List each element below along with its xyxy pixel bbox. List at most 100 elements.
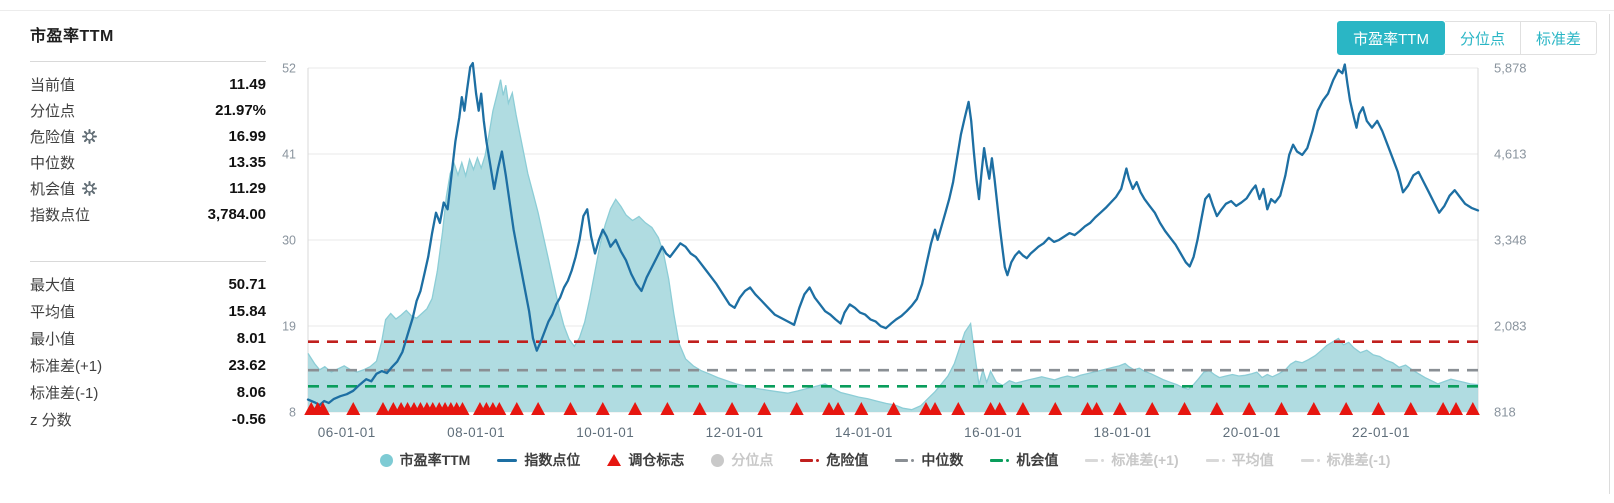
y-axis-right-label: 3,348 xyxy=(1494,233,1527,248)
legend-item-label: 调仓标志 xyxy=(628,452,685,468)
stat-value: 11.49 xyxy=(229,75,266,93)
percentile-legend-marker-icon xyxy=(711,453,725,467)
legend-item-median[interactable]: 中位数 xyxy=(895,450,963,470)
rebalance-marker-icon xyxy=(822,402,837,415)
legend-item-std_minus[interactable]: 标准差(-1) xyxy=(1300,450,1390,470)
pe-area-series xyxy=(308,79,1478,412)
y-axis-left-label: 52 xyxy=(282,62,296,76)
x-axis-label: 16-01-01 xyxy=(964,425,1022,440)
pe-legend-marker-icon xyxy=(379,453,393,467)
x-axis-label: 18-01-01 xyxy=(1093,425,1151,440)
stats-panel: 市盈率TTM 当前值 11.49 分位点 21.97% 危险值 xyxy=(30,22,266,433)
stat-row-min: 最小值 8.01 xyxy=(30,325,266,352)
stat-value: 16.99 xyxy=(228,127,266,145)
stat-label: 标准差(+1) xyxy=(30,358,103,375)
rebalance-marker-icon xyxy=(595,402,610,415)
stat-row-opportunity: 机会值 11.29 xyxy=(30,175,266,201)
rebalance-marker-icon xyxy=(455,402,470,415)
rebalance-marker-icon xyxy=(1080,402,1095,415)
rebalance-marker-icon xyxy=(628,402,643,415)
legend-item-opportunity[interactable]: 机会值 xyxy=(990,450,1058,470)
legend-item-std_plus[interactable]: 标准差(+1) xyxy=(1085,450,1179,470)
stat-value: 13.35 xyxy=(228,153,266,171)
x-axis-label: 20-01-01 xyxy=(1223,425,1281,440)
stat-row-mean: 平均值 15.84 xyxy=(30,298,266,325)
rebalance-marker-icon xyxy=(1371,402,1386,415)
rebalance-marker-icon xyxy=(983,402,998,415)
legend-item-danger[interactable]: 危险值 xyxy=(800,450,868,470)
legend-item-label: 市盈率TTM xyxy=(399,452,471,468)
std_plus-legend-marker-icon xyxy=(1085,458,1105,462)
x-axis-label: 22-01-01 xyxy=(1352,425,1410,440)
rebalance-marker-icon xyxy=(918,402,933,415)
stats-primary-list: 当前值 11.49 分位点 21.97% 危险值 xyxy=(30,71,266,227)
stat-row-current: 当前值 11.49 xyxy=(30,71,266,97)
x-axis-label: 08-01-01 xyxy=(447,425,505,440)
legend-item-percentile[interactable]: 分位点 xyxy=(711,450,773,470)
rebalance-marker-icon xyxy=(1449,402,1464,415)
rebalance-marker-icon xyxy=(789,402,804,415)
y-axis-left-label: 8 xyxy=(289,406,296,420)
gear-icon[interactable] xyxy=(82,180,97,196)
stat-label: z 分数 xyxy=(30,412,72,429)
rebalance-marker-icon xyxy=(692,402,707,415)
rebalance-marker-icon xyxy=(1145,402,1160,415)
stat-label: 最大值 xyxy=(30,277,76,294)
pe-area-edge xyxy=(307,79,1479,411)
stat-row-median: 中位数 13.35 xyxy=(30,149,266,175)
rebalance-marker-icon xyxy=(531,402,546,415)
legend-item-rebalance[interactable]: 调仓标志 xyxy=(607,450,684,470)
tab-pe-ttm[interactable]: 市盈率TTM xyxy=(1337,21,1445,55)
rebalance-marker-icon xyxy=(1089,402,1104,415)
stat-row-std-plus: 标准差(+1) 23.62 xyxy=(30,352,266,379)
stat-value: 8.06 xyxy=(236,384,266,401)
index-line-series xyxy=(306,61,1480,407)
stat-label: 分位点 xyxy=(30,102,76,120)
rebalance-marker-icon xyxy=(725,402,740,415)
index-legend-marker-icon xyxy=(497,458,518,462)
tab-percentile[interactable]: 分位点 xyxy=(1444,21,1521,55)
rebalance-marker-icon xyxy=(1274,402,1289,415)
legend-item-pe[interactable]: 市盈率TTM xyxy=(379,450,471,470)
legend-item-mean[interactable]: 平均值 xyxy=(1205,450,1274,470)
rebalance-marker-icon xyxy=(951,402,966,415)
rebalance-marker-icon xyxy=(992,402,1007,415)
stat-value: 21.97% xyxy=(215,101,266,119)
legend-item-label: 分位点 xyxy=(731,452,774,468)
legend-item-label: 危险值 xyxy=(826,452,869,468)
rebalance-marker-icon xyxy=(1306,402,1321,415)
rebalance-marker-icon xyxy=(1177,402,1192,415)
stat-row-percentile: 分位点 21.97% xyxy=(30,97,266,123)
stats-secondary-list: 最大值 50.71 平均值 15.84 最小值 8.01 标准差(+1) 23.… xyxy=(30,271,266,433)
rebalance-marker-icon xyxy=(831,402,846,415)
rebalance-marker-icon xyxy=(1403,402,1418,415)
rebalance-marker-icon xyxy=(1465,402,1480,415)
rebalance-marker-icon xyxy=(492,402,507,415)
x-axis-label: 10-01-01 xyxy=(576,425,634,440)
x-axis-label: 14-01-01 xyxy=(835,425,893,440)
rebalance-marker-icon xyxy=(1048,402,1063,415)
legend-item-label: 中位数 xyxy=(921,452,964,468)
median-legend-marker-icon xyxy=(895,458,915,462)
y-axis-right-label: 4,613 xyxy=(1494,147,1527,162)
gear-icon[interactable] xyxy=(82,128,97,144)
rebalance-marker-icon xyxy=(1015,402,1030,415)
rebalance-marker-icon xyxy=(1209,402,1224,415)
y-axis-left-label: 41 xyxy=(282,148,296,162)
stats-divider xyxy=(30,261,266,262)
rebalance-marker-icon xyxy=(757,402,772,415)
x-axis-label: 12-01-01 xyxy=(706,425,764,440)
legend-item-label: 标准差(+1) xyxy=(1111,452,1179,468)
stat-value: 8.01 xyxy=(236,330,266,347)
stat-label: 中位数 xyxy=(30,154,76,172)
legend-item-index[interactable]: 指数点位 xyxy=(497,450,580,470)
x-axis-label: 06-01-01 xyxy=(318,425,376,440)
rebalance-marker-icon xyxy=(315,402,330,415)
stat-value: 11.29 xyxy=(229,179,266,197)
rebalance-marker-icon xyxy=(509,402,524,415)
metric-tab-group: 市盈率TTM 分位点 标准差 xyxy=(1337,21,1597,55)
legend-item-label: 指数点位 xyxy=(524,452,581,468)
tab-std[interactable]: 标准差 xyxy=(1520,21,1597,55)
stat-label: 当前值 xyxy=(30,76,76,94)
legend-item-label: 机会值 xyxy=(1016,452,1059,468)
